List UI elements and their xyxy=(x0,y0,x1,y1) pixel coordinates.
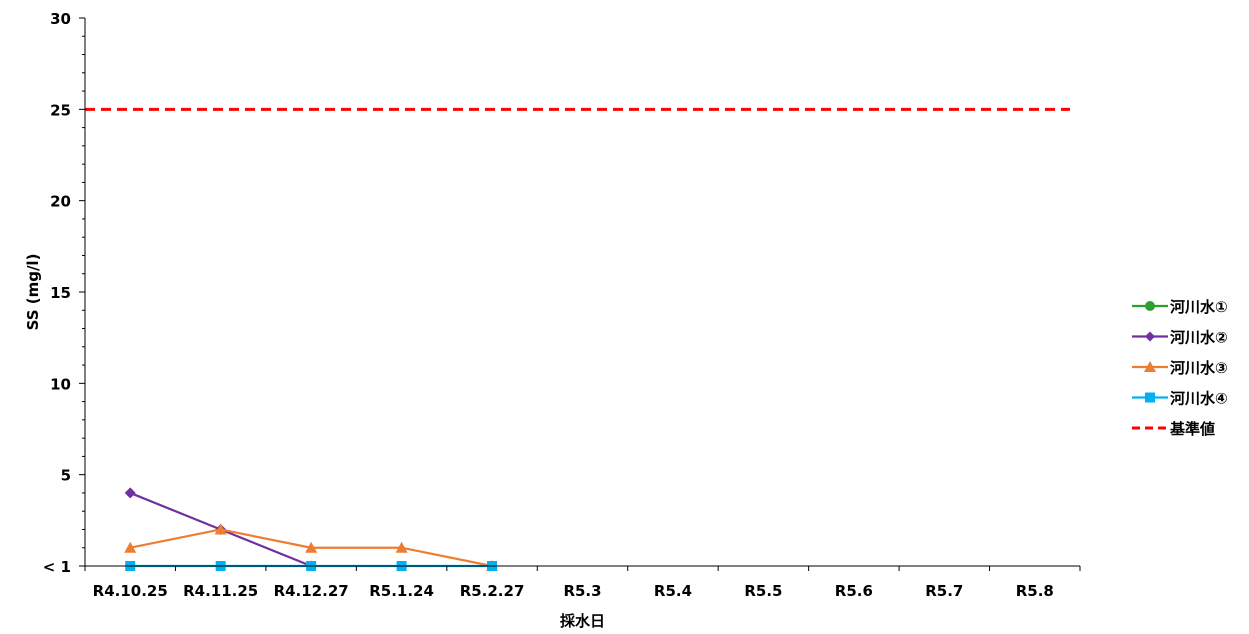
x-tick-label: R5.7 xyxy=(925,582,963,600)
y-tick-label: 20 xyxy=(50,193,71,211)
x-tick-label: R5.5 xyxy=(744,582,782,600)
y-tick-label: 30 xyxy=(50,10,71,28)
legend-marker xyxy=(1145,331,1155,342)
data-point xyxy=(305,541,318,553)
legend-item: 河川水① xyxy=(1132,298,1228,316)
legend-label: 河川水③ xyxy=(1170,359,1228,377)
legend-label: 河川水④ xyxy=(1170,390,1228,408)
x-tick-label: R4.10.25 xyxy=(93,582,168,600)
legend-item: 基準値 xyxy=(1132,420,1215,438)
legend-marker xyxy=(1145,392,1155,403)
plot-area xyxy=(85,107,1070,572)
legend-label: 河川水② xyxy=(1170,329,1228,347)
axes: < 1 5 10 15 20 25 30 R4.10.25 R4.11.25 R4.12.27 R5… xyxy=(24,10,1081,630)
y-tick-label: < 1 xyxy=(43,558,71,576)
data-point xyxy=(124,541,137,553)
x-tick-label: R5.4 xyxy=(654,582,692,600)
y-tick-label: 15 xyxy=(50,284,71,302)
y-axis-title: SS (mg/l) xyxy=(24,254,42,331)
legend-item: 河川水② xyxy=(1132,329,1228,347)
x-tick-label: R5.2.27 xyxy=(460,582,525,600)
legend-marker xyxy=(1144,361,1156,372)
x-tick-label: R5.8 xyxy=(1016,582,1054,600)
y-tick-label: 25 xyxy=(50,101,71,119)
legend-item: 河川水④ xyxy=(1132,390,1228,408)
legend: 河川水① 河川水② 河川水③ 河川水④ 基準値 xyxy=(1132,298,1228,438)
data-point xyxy=(124,487,136,499)
data-point xyxy=(395,541,408,553)
y-tick-label: 10 xyxy=(50,375,71,393)
x-tick-label: R5.6 xyxy=(835,582,873,600)
legend-label: 基準値 xyxy=(1169,420,1215,438)
data-point xyxy=(214,523,227,535)
x-tick-label: R5.1.24 xyxy=(369,582,434,600)
legend-label: 河川水① xyxy=(1170,298,1228,316)
x-tick-label: R4.11.25 xyxy=(183,582,258,600)
legend-item: 河川水③ xyxy=(1132,359,1228,377)
y-tick-label: 5 xyxy=(61,467,71,485)
x-tick-label: R4.12.27 xyxy=(274,582,349,600)
x-tick-label: R5.3 xyxy=(563,582,601,600)
x-axis-title: 採水日 xyxy=(560,612,605,630)
legend-marker xyxy=(1145,301,1155,311)
